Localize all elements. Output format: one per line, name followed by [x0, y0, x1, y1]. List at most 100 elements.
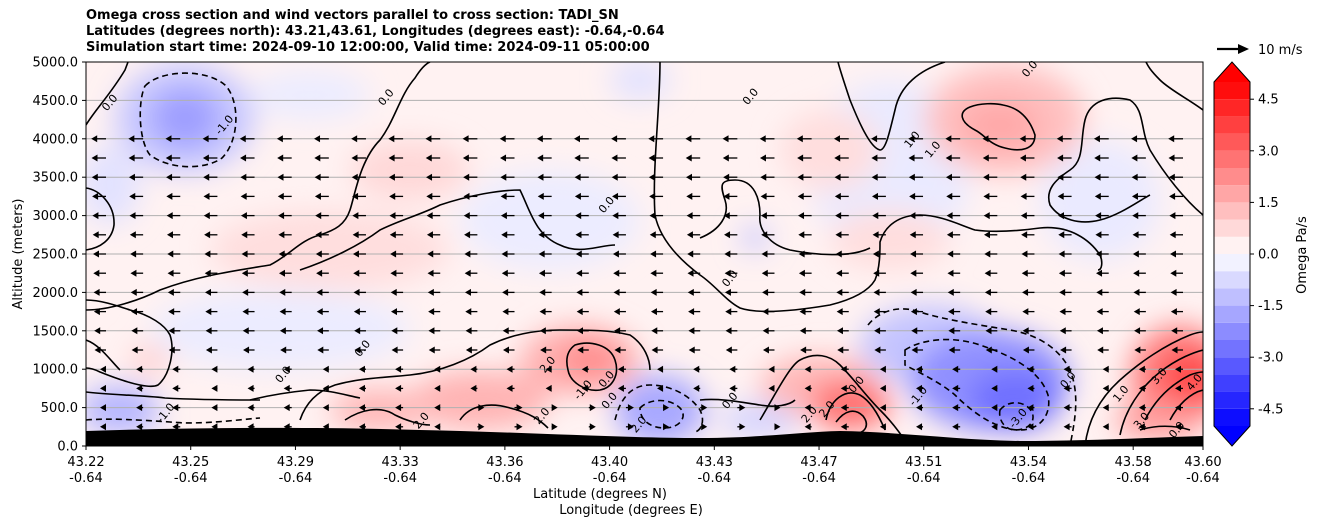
wind-vector [663, 404, 670, 412]
wind-vector [506, 384, 515, 392]
wind-vector [202, 135, 218, 143]
wind-vector [952, 384, 961, 392]
wind-vector [945, 135, 961, 143]
wind-vector [205, 308, 218, 316]
wind-vector [501, 269, 515, 277]
wind-vector [872, 212, 886, 220]
x-tick-label-lon: -0.64 [383, 471, 417, 486]
wind-vector [611, 135, 626, 143]
wind-vector [614, 346, 626, 354]
wind-vector [1170, 288, 1183, 296]
wind-vector [947, 269, 961, 277]
wind-vector [768, 384, 775, 392]
wind-vector [247, 384, 255, 392]
wind-vector [167, 269, 181, 277]
wind-vector [1096, 269, 1109, 277]
wind-vector [166, 212, 181, 220]
wind-vector [131, 346, 144, 354]
wind-vector [136, 423, 144, 431]
wind-vector [314, 154, 329, 162]
wind-vector [280, 346, 292, 354]
wind-vector [908, 154, 924, 162]
wind-vector [761, 231, 775, 239]
wind-vector [427, 288, 441, 296]
wind-vector [283, 404, 292, 412]
wind-vector [693, 365, 701, 373]
wind-vector [984, 250, 998, 258]
wind-vector [353, 288, 366, 296]
wind-vector [502, 327, 515, 335]
wind-vector [916, 384, 924, 392]
wind-vector [315, 250, 329, 258]
wind-vector [434, 423, 441, 431]
wind-vector [100, 423, 106, 431]
wind-vector [799, 308, 812, 316]
wind-vector [167, 288, 181, 296]
wind-vector [1063, 423, 1072, 431]
wind-vector [389, 192, 404, 200]
colorbar-level [1214, 133, 1250, 151]
wind-vector [1168, 173, 1183, 181]
wind-vector [389, 212, 404, 220]
wind-vector [94, 327, 106, 335]
wind-vector [910, 269, 924, 277]
colorbar-level [1214, 340, 1250, 358]
wind-vector [1056, 135, 1072, 143]
wind-vector [800, 346, 812, 354]
wind-vector [687, 250, 701, 258]
wind-vector [166, 231, 181, 239]
wind-vector [352, 192, 366, 200]
wind-vector [130, 269, 144, 277]
wind-vector [389, 231, 404, 239]
omega-contour-lines [86, 62, 1203, 446]
wind-vector [1022, 308, 1035, 316]
wind-vector [1019, 154, 1035, 162]
wind-vector [760, 212, 775, 220]
wind-vector [1170, 250, 1183, 258]
wind-vector [278, 231, 292, 239]
wind-vector [1095, 212, 1109, 220]
wind-vector [871, 154, 886, 162]
wind-vector [723, 173, 738, 181]
wind-vector [874, 327, 886, 335]
wind-vector [1134, 327, 1146, 335]
wind-vector [723, 212, 738, 220]
wind-vector [1021, 231, 1035, 239]
wind-vector [577, 346, 589, 354]
x-tick-label-lat: 43.60 [1184, 455, 1221, 470]
wind-vector [613, 288, 626, 296]
wind-vector [686, 173, 701, 181]
colorbar-tick-label: -4.5 [1258, 402, 1283, 417]
wind-vector [686, 192, 701, 200]
wind-vector [128, 135, 144, 143]
wind-vector [1131, 135, 1146, 143]
wind-vector [358, 365, 366, 373]
y-tick-label: 4500.0 [33, 94, 79, 109]
wind-vector [390, 269, 404, 277]
y-tick-label: 1500.0 [33, 324, 79, 339]
wind-vector [575, 231, 589, 239]
y-tick-label: 5000.0 [33, 56, 79, 71]
wind-vector [128, 173, 144, 181]
wind-vector [724, 250, 738, 258]
colorbar-level [1214, 116, 1250, 134]
wind-vector [650, 288, 664, 296]
x-tick-label-lat: 43.36 [486, 455, 523, 470]
wind-vector [1102, 384, 1109, 392]
wind-vector [700, 404, 708, 412]
wind-vector [1133, 269, 1146, 277]
wind-vector [1019, 135, 1035, 143]
wind-vector [1020, 212, 1035, 220]
wind-vector [871, 173, 886, 181]
wind-vector [575, 212, 589, 220]
wind-vector [314, 135, 329, 143]
wind-vector [1132, 250, 1146, 258]
wind-vector [798, 231, 812, 239]
wind-vector [166, 173, 181, 181]
colorbar-level [1214, 322, 1250, 340]
wind-vector [872, 250, 886, 258]
wind-vector [100, 384, 106, 392]
wind-vector [916, 423, 924, 431]
x-axis: 43.22-0.6443.25-0.6443.29-0.6443.33-0.64… [67, 446, 1222, 486]
